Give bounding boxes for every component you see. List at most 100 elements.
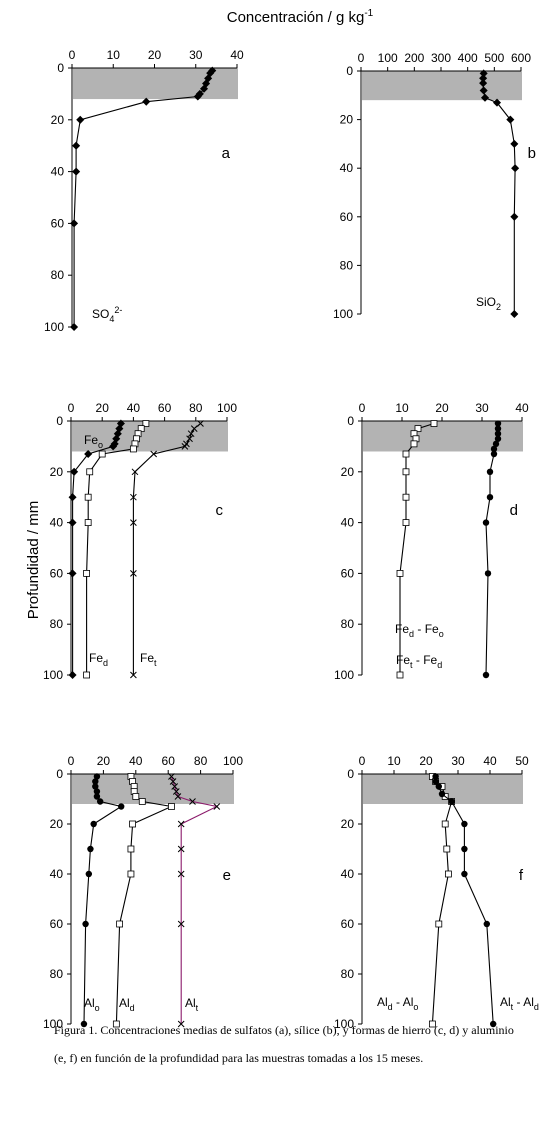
- series-label: SO42-: [92, 305, 122, 324]
- series-e-2: [168, 773, 221, 1028]
- data-point: [138, 798, 146, 805]
- y-tick-label: 60: [341, 917, 355, 931]
- data-point: [171, 783, 179, 790]
- series-line: [73, 70, 213, 327]
- data-point: [177, 870, 185, 878]
- data-point: [461, 845, 468, 853]
- series-line: [132, 423, 201, 675]
- data-point: [430, 420, 438, 427]
- data-point: [461, 820, 468, 828]
- x-tick-label: 40: [483, 754, 497, 768]
- data-point: [96, 798, 104, 805]
- data-point: [483, 920, 490, 928]
- figure-caption: Figura 1. Concentraciones medias de sulf…: [54, 1016, 549, 1072]
- caption-line-1: Figura 1. Concentraciones medias de sulf…: [54, 1023, 514, 1037]
- x-tick-label: 20: [97, 754, 111, 768]
- data-point: [82, 920, 89, 928]
- data-point: [70, 467, 79, 476]
- x-tick-label: 300: [431, 51, 451, 65]
- data-point: [85, 870, 93, 878]
- series-label: Ald - Alo: [377, 995, 418, 1012]
- y-tick-label: 40: [50, 867, 64, 881]
- x-tick-label: 40: [515, 401, 529, 415]
- data-point: [484, 570, 492, 577]
- x-tick-label: 0: [68, 401, 75, 415]
- shaded-band-c: [72, 421, 228, 452]
- y-tick-label: 40: [341, 516, 355, 530]
- y-tick-label: 60: [50, 566, 64, 580]
- data-point: [490, 450, 498, 458]
- panel-letter: d: [510, 502, 518, 519]
- x-tick-label: 10: [107, 48, 121, 62]
- series-line: [83, 776, 123, 1025]
- data-point: [83, 570, 90, 577]
- series-c-0: [68, 419, 125, 680]
- y-tick-label: 80: [51, 268, 65, 282]
- y-axis-label: Profundidad / mm: [25, 501, 42, 619]
- data-point: [396, 570, 404, 577]
- x-tick-label: 10: [395, 401, 409, 415]
- y-tick-label: 100: [334, 668, 354, 682]
- x-tick-label: 10: [387, 754, 401, 768]
- data-point: [142, 420, 150, 427]
- data-point: [169, 778, 177, 785]
- x-tick-label: 20: [96, 401, 110, 415]
- data-point: [98, 450, 106, 458]
- data-point: [482, 519, 490, 526]
- x-tick-label: 80: [194, 754, 208, 768]
- data-point: [490, 445, 498, 453]
- x-tick-label: 0: [359, 401, 366, 415]
- data-point: [177, 920, 185, 928]
- panel-d: 0 10 20 30 40 0 20 40 60 80 100 Fed - Feo Fet - Fed d: [334, 401, 529, 682]
- data-point: [461, 870, 468, 878]
- data-point: [428, 1020, 436, 1028]
- data-point: [396, 671, 404, 679]
- x-tick-label: 60: [158, 401, 172, 415]
- data-point: [168, 803, 175, 810]
- data-point: [432, 778, 439, 785]
- data-point: [479, 86, 488, 95]
- data-point: [444, 870, 452, 878]
- top-axis-label: Concentración / g kg-1: [227, 8, 374, 26]
- x-tick-label: 60: [162, 754, 176, 768]
- y-tick-label: 60: [340, 210, 354, 224]
- series-d-0: [396, 420, 438, 679]
- caption-line-2: (e, f) en función de la profundidad para…: [54, 1051, 424, 1065]
- data-point: [172, 788, 180, 795]
- y-tick-label: 0: [56, 767, 63, 781]
- data-point: [506, 115, 515, 124]
- data-point: [414, 425, 422, 433]
- series-f-0: [428, 773, 456, 1028]
- x-tick-label: 600: [511, 51, 531, 65]
- data-point: [70, 219, 79, 228]
- x-tick-label: 0: [69, 48, 76, 62]
- y-tick-label: 100: [43, 668, 63, 682]
- data-point: [68, 569, 77, 578]
- x-tick-label: 30: [189, 48, 203, 62]
- data-point: [190, 425, 198, 432]
- x-tick-label: 40: [129, 754, 143, 768]
- data-point: [410, 440, 418, 448]
- x-tick-label: 100: [378, 51, 398, 65]
- data-point: [402, 493, 410, 501]
- data-point: [511, 164, 520, 173]
- series-label: Fet: [140, 651, 157, 668]
- series-label: Alo: [84, 996, 100, 1013]
- x-tick-label: 40: [127, 401, 141, 415]
- y-tick-label: 100: [333, 307, 353, 321]
- data-point: [83, 671, 90, 679]
- y-tick-label: 20: [50, 817, 64, 831]
- panel-e: 0 20 40 60 80 100 0 20 40 60 80 100 Alo Ald Alt e: [43, 754, 243, 1031]
- data-point: [494, 420, 502, 427]
- y-tick-label: 0: [57, 61, 64, 75]
- series-label: Feo: [84, 433, 103, 450]
- data-point: [479, 79, 488, 88]
- data-point: [177, 1020, 185, 1028]
- panel-b: 0 100 200 300 400 500 600 0 20 40 60 80 100 SiO2 b: [333, 51, 536, 321]
- series-e-0: [80, 773, 125, 1028]
- y-tick-label: 60: [51, 216, 65, 230]
- data-point: [181, 443, 189, 450]
- data-point: [109, 442, 118, 451]
- data-point: [402, 519, 410, 526]
